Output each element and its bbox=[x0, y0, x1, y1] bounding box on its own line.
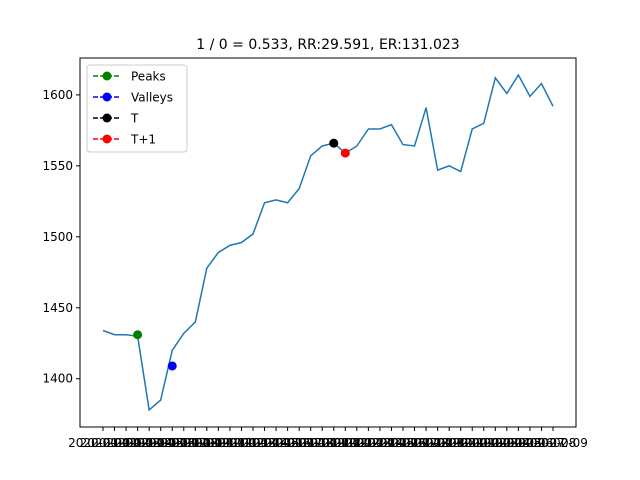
x-tick-label: 2020-01-02 bbox=[80, 436, 150, 450]
legend-marker-t-1 bbox=[102, 134, 112, 144]
x-tick-label: 2020-01-25 bbox=[345, 436, 415, 450]
x-tick-label: 2020-01-30 bbox=[403, 436, 473, 450]
chart-title: 1 / 0 = 0.533, RR:29.591, ER:131.023 bbox=[196, 37, 459, 53]
x-tick-label: 2020-01-06 bbox=[126, 436, 196, 450]
x-tick-label: 2020-01-13 bbox=[207, 436, 277, 450]
x-tick-label: 2020-01-01 bbox=[68, 436, 138, 450]
x-tick-label: 2020-01-05 bbox=[114, 436, 184, 450]
x-tick-label: 2020-01-19 bbox=[276, 436, 346, 450]
series-line-0 bbox=[102, 73, 554, 412]
x-tick-label: 2020-01-17 bbox=[253, 436, 323, 450]
x-tick-label: 2020-01-23 bbox=[322, 436, 392, 450]
marker-valleys bbox=[167, 361, 177, 371]
x-tick-label: 2020-02-07 bbox=[495, 436, 565, 450]
y-axis: 1400 1450 1500 1550 1600 bbox=[42, 88, 80, 386]
x-tick-label: 2020-01-16 bbox=[241, 436, 311, 450]
legend-label-t-1: T+1 bbox=[130, 133, 156, 147]
x-tick-label: 2020-01-21 bbox=[299, 436, 369, 450]
x-tick-label: 2020-02-04 bbox=[460, 436, 530, 450]
x-tick-label: 2020-01-27 bbox=[368, 436, 438, 450]
x-tick-label: 2020-01-11 bbox=[184, 436, 254, 450]
x-tick-label: 2020-01-18 bbox=[264, 436, 334, 450]
x-tick-label: 2020-01-22 bbox=[310, 436, 380, 450]
y-tick-label: 1600 bbox=[42, 88, 73, 102]
y-tick-label: 1450 bbox=[42, 301, 73, 315]
x-tick-label: 2020-01-29 bbox=[391, 436, 461, 450]
legend: Peaks Valleys T T+1 bbox=[86, 64, 188, 153]
y-tick-label: 1550 bbox=[42, 159, 73, 173]
x-tick-label: 2020-01-26 bbox=[357, 436, 427, 450]
legend-box bbox=[86, 64, 188, 153]
x-tick-label: 2020-02-03 bbox=[449, 436, 519, 450]
x-tick-label: 2020-02-06 bbox=[484, 436, 554, 450]
marker-t bbox=[329, 138, 339, 148]
legend-marker-valleys bbox=[102, 92, 112, 102]
axes-frame bbox=[79, 57, 577, 428]
legend-label-t: T bbox=[130, 112, 139, 126]
x-tick-label: 2020-01-24 bbox=[334, 436, 404, 450]
x-tick-label: 2020-01-15 bbox=[230, 436, 300, 450]
x-tick-label: 2020-02-02 bbox=[437, 436, 507, 450]
x-tick-label: 2020-01-07 bbox=[137, 436, 207, 450]
x-tick-label: 2020-01-09 bbox=[160, 436, 230, 450]
x-tick-label: 2020-01-04 bbox=[103, 436, 173, 450]
x-tick-label: 2020-01-28 bbox=[380, 436, 450, 450]
x-tick-label: 2020-01-14 bbox=[218, 436, 288, 450]
x-tick-label: 2020-01-03 bbox=[91, 436, 161, 450]
legend-label-peaks: Peaks bbox=[131, 70, 166, 84]
x-tick-label: 2020-02-08 bbox=[507, 436, 577, 450]
y-tick-label: 1500 bbox=[42, 230, 73, 244]
legend-label-valleys: Valleys bbox=[131, 91, 173, 105]
x-tick-label: 2020-02-05 bbox=[472, 436, 542, 450]
x-tick-label: 2020-02-01 bbox=[426, 436, 496, 450]
x-tick-label: 2020-01-20 bbox=[287, 436, 357, 450]
marker-t-1 bbox=[340, 148, 350, 158]
y-tick-label: 1400 bbox=[42, 372, 73, 386]
x-tick-label: 2020-01-12 bbox=[195, 436, 265, 450]
legend-marker-peaks bbox=[102, 71, 112, 81]
legend-marker-t bbox=[102, 113, 112, 123]
marker-peaks bbox=[133, 330, 143, 340]
x-tick-label: 2020-01-08 bbox=[149, 436, 219, 450]
x-axis: 2020-01-012020-01-022020-01-032020-01-04… bbox=[68, 427, 588, 450]
plot-area bbox=[102, 73, 554, 412]
x-tick-label: 2020-01-10 bbox=[172, 436, 242, 450]
x-tick-label: 2020-02-09 bbox=[518, 436, 588, 450]
x-tick-label: 2020-01-31 bbox=[414, 436, 484, 450]
